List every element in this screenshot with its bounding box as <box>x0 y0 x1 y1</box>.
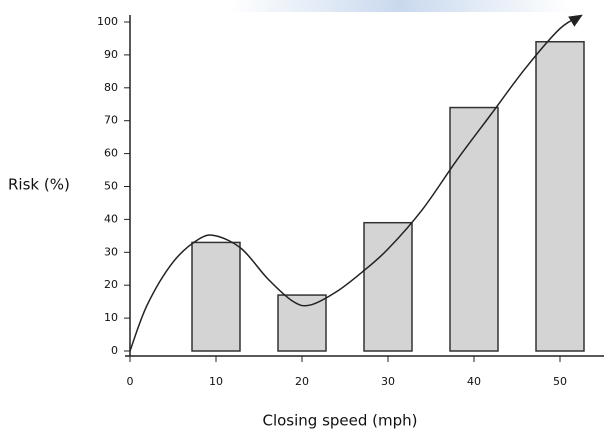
y-tick-label: 0 <box>111 344 118 357</box>
trend-curve <box>129 14 583 352</box>
x-tick-label: 50 <box>553 375 567 388</box>
y-tick-label: 30 <box>104 245 118 258</box>
x-tick-label: 20 <box>295 375 309 388</box>
x-tick-label: 10 <box>209 375 223 388</box>
y-tick-label: 50 <box>104 180 118 193</box>
x-tick-label: 40 <box>467 375 481 388</box>
y-tick-label: 10 <box>104 311 118 324</box>
y-tick-label: 20 <box>104 278 118 291</box>
x-tick-label: 0 <box>127 375 134 388</box>
bar <box>449 106 499 352</box>
bar <box>191 241 241 352</box>
x-tick-label: 30 <box>381 375 395 388</box>
y-tick-label: 40 <box>104 212 118 225</box>
y-tick-label: 90 <box>104 48 118 61</box>
y-tick-label: 70 <box>104 114 118 127</box>
y-tick-label: 80 <box>104 81 118 94</box>
bar <box>535 40 585 352</box>
y-tick-label: 100 <box>97 15 118 28</box>
bar <box>363 221 413 352</box>
x-axis-title: Closing speed (mph) <box>262 412 417 430</box>
y-axis-title: Risk (%) <box>8 176 70 194</box>
y-tick-label: 60 <box>104 147 118 160</box>
bar <box>277 294 327 352</box>
decor <box>230 0 570 12</box>
